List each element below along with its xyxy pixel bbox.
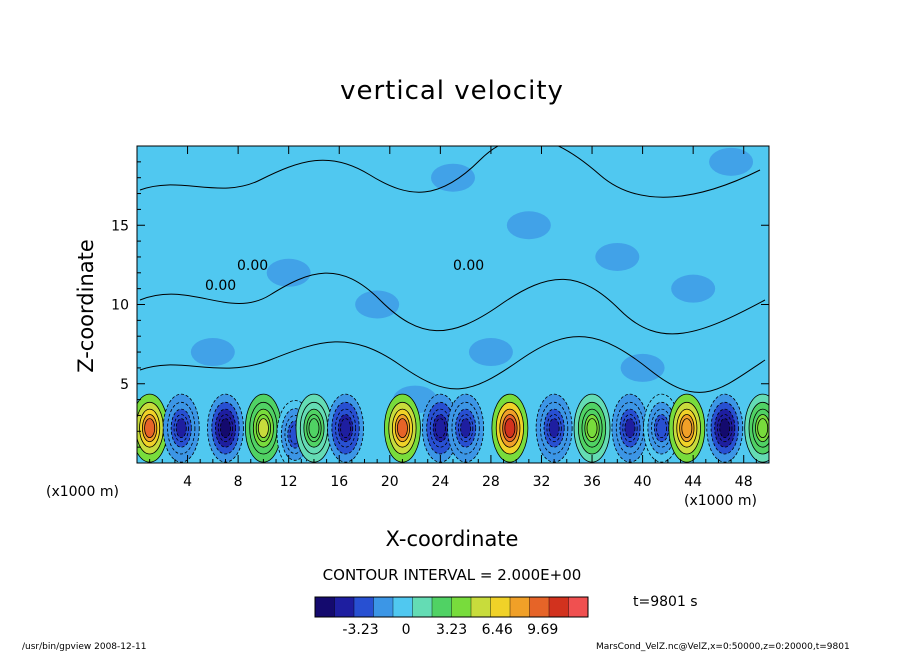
colorbar-swatch: [432, 597, 452, 617]
y-axis-label: Z-coordinate: [74, 239, 98, 373]
y-axis: 5 10 15: [111, 161, 769, 448]
colorbar-swatch: [315, 597, 335, 617]
convective-cell: [535, 393, 573, 463]
convective-cell: [744, 393, 769, 463]
x-tick-label: 16: [330, 474, 348, 490]
contour-label: 0.00: [205, 278, 236, 294]
colorbar-tick-label: 0: [402, 622, 411, 638]
colorbar-tick-label: 6.46: [482, 622, 513, 638]
colorbar-swatch: [412, 597, 433, 617]
convective-cell: [327, 393, 364, 463]
field-blob: [506, 211, 551, 240]
x-unit-left: (x1000 m): [46, 484, 119, 500]
x-tick-label: 32: [533, 474, 551, 490]
convective-cell: [295, 393, 333, 463]
convective-cell: [573, 393, 611, 463]
convective-cell: [207, 393, 244, 463]
convective-cell: [421, 393, 459, 463]
x-tick-label: 44: [684, 474, 702, 490]
contour-interval-label: CONTOUR INTERVAL = 2.000E+00: [322, 566, 582, 584]
contour-line: [139, 146, 761, 198]
convective-cell: [706, 393, 744, 463]
colorbar: -3.23 0 3.23 6.46 9.69: [314, 596, 589, 638]
field-blob: [595, 242, 640, 271]
x-tick-label: 20: [381, 474, 399, 490]
y-tick-label: 5: [120, 377, 129, 393]
y-tick-label: 10: [111, 298, 129, 314]
field-blob: [709, 147, 754, 176]
x-tick-label: 48: [735, 474, 753, 490]
convective-cell: [244, 393, 282, 463]
field-blob: [468, 338, 513, 367]
convective-cell: [491, 393, 529, 463]
convective-cell: [384, 393, 421, 463]
convective-cell: [137, 393, 169, 463]
heatmap-layer: 0.000.00 0.00: [137, 146, 769, 463]
convective-cell: [162, 393, 200, 463]
time-label: t=9801 s: [633, 594, 698, 610]
chart-title: vertical velocity: [340, 76, 564, 106]
colorbar-swatch: [549, 597, 569, 617]
field-blob: [671, 274, 716, 303]
colorbar-tick-label: 9.69: [527, 622, 558, 638]
x-tick-label: 28: [482, 474, 500, 490]
x-tick-label: 36: [583, 474, 601, 490]
footer-left: /usr/bin/gpview 2008-12-11: [22, 642, 147, 652]
colorbar-swatch: [510, 597, 530, 617]
y-tick-label: 15: [111, 218, 129, 234]
colorbar-swatch: [471, 597, 491, 617]
colorbar-swatch: [568, 597, 589, 617]
colorbar-tick-label: 3.23: [436, 622, 467, 638]
field-blob: [190, 338, 235, 367]
colorbar-frame: [314, 596, 589, 618]
colorbar-swatch: [451, 597, 472, 617]
colorbar-tick-label: -3.23: [342, 622, 378, 638]
footer-right: MarsCond_VelZ.nc@VelZ,x=0:50000,z=0:2000…: [596, 642, 850, 652]
x-axis: 4 8 12 16 20 24 28 32 36 40 44 48: [149, 146, 757, 490]
contour-line: [139, 272, 766, 335]
field-blob: [266, 258, 311, 287]
convective-cell: [668, 393, 706, 463]
contour-label: 0.00: [453, 258, 484, 274]
contour-label: 0.00: [237, 258, 268, 274]
field-blob: [620, 353, 665, 382]
colorbar-swatch: [529, 597, 550, 617]
x-axis-label: X-coordinate: [385, 527, 519, 551]
x-tick-label: 12: [280, 474, 298, 490]
convective-cell: [447, 393, 485, 463]
x-tick-label: 4: [183, 474, 192, 490]
colorbar-swatch: [354, 597, 374, 617]
field-blob: [431, 163, 475, 192]
x-tick-label: 8: [234, 474, 243, 490]
field-blob: [355, 290, 400, 319]
colorbar-swatch: [373, 597, 394, 617]
colorbar-swatch: [490, 597, 511, 617]
colorbar-swatch: [393, 597, 413, 617]
x-unit-right: (x1000 m): [684, 493, 757, 509]
contour-line: [139, 336, 766, 393]
x-tick-label: 24: [431, 474, 449, 490]
x-tick-label: 40: [634, 474, 652, 490]
colorbar-swatch: [334, 597, 355, 617]
convective-cell: [611, 393, 649, 463]
